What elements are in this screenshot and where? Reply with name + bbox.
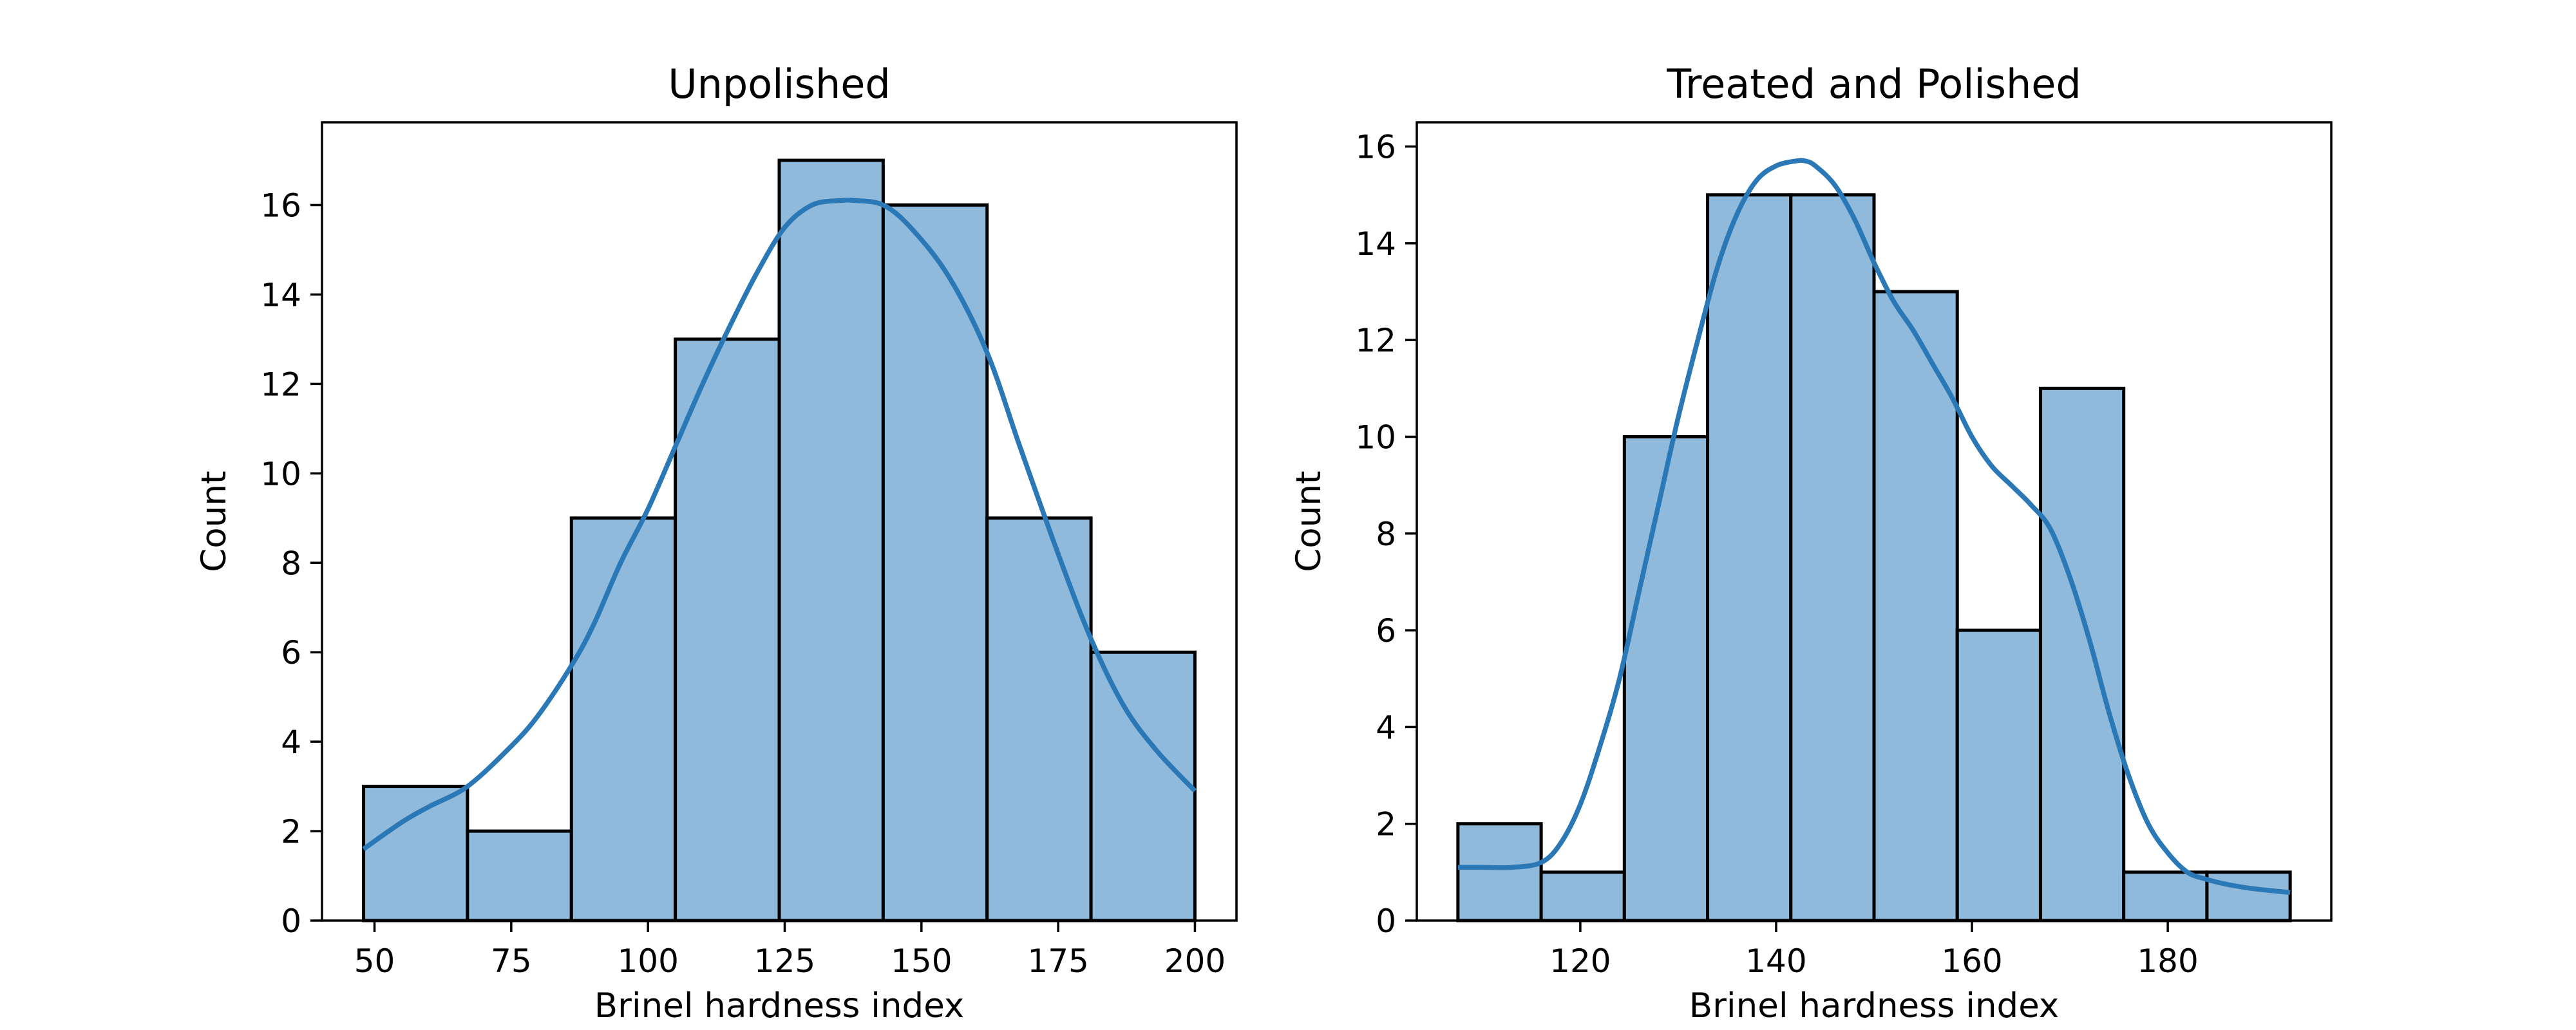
x-tick-label: 120 (1549, 942, 1611, 980)
y-tick-label: 10 (260, 455, 301, 492)
histogram-bar (1539, 870, 1626, 922)
axes-frame (321, 121, 1238, 922)
y-tick-label: 12 (260, 366, 301, 403)
histogram-bar (985, 516, 1093, 922)
histogram-bar (1955, 628, 2042, 922)
x-tick-label: 140 (1745, 942, 1806, 980)
kde-line (1457, 158, 2291, 895)
histogram-bar (1872, 290, 1959, 922)
histogram-bar (881, 203, 989, 922)
y-axis-label: Count (1289, 471, 1329, 572)
histogram-bar (777, 158, 885, 922)
histogram-bar (569, 516, 677, 922)
y-tick-label: 4 (281, 724, 301, 761)
y-tick-label: 2 (1376, 806, 1396, 843)
histogram-bar (1622, 435, 1710, 922)
y-tick-label: 2 (281, 813, 301, 850)
y-tick-label: 4 (1376, 709, 1396, 746)
x-tick-label: 100 (617, 942, 678, 980)
y-tick-label: 0 (281, 903, 301, 940)
x-axis-label: Brinel hardness index (1689, 986, 2060, 1025)
histogram-treated-and-polished: Treated and Polished Brinel hardness ind… (1289, 61, 2333, 1025)
histogram-bar (2122, 870, 2209, 922)
histogram-bar (2205, 870, 2292, 922)
x-tick-label: 180 (2137, 942, 2198, 980)
histogram-bar (362, 785, 469, 922)
kde-line (362, 197, 1197, 851)
histogram-bar (466, 829, 573, 922)
x-axis-label: Brinel hardness index (594, 986, 965, 1025)
histogram-bar (674, 337, 781, 922)
histogram-unpolished: Unpolished Brinel hardness index Count 5… (194, 61, 1238, 1025)
y-tick-label: 8 (281, 545, 301, 582)
histogram-bar (1789, 193, 1876, 922)
x-tick-label: 50 (354, 942, 395, 980)
axes-frame (1416, 121, 2333, 922)
x-tick-label: 75 (491, 942, 532, 980)
y-tick-label: 14 (260, 276, 301, 314)
y-tick-label: 0 (1376, 903, 1396, 940)
histogram-bar (1706, 193, 1793, 922)
y-tick-label: 14 (1355, 225, 1396, 263)
y-tick-label: 16 (260, 187, 301, 225)
histogram-bar (1456, 822, 1543, 922)
x-tick-label: 175 (1027, 942, 1088, 980)
x-tick-label: 150 (891, 942, 952, 980)
x-tick-label: 200 (1164, 942, 1226, 980)
y-tick-label: 12 (1355, 322, 1396, 359)
x-tick-label: 125 (754, 942, 815, 980)
y-tick-label: 6 (281, 634, 301, 671)
y-tick-label: 16 (1355, 129, 1396, 166)
y-tick-label: 10 (1355, 418, 1396, 456)
chart-title: Treated and Polished (1666, 61, 2081, 108)
y-tick-label: 6 (1376, 612, 1396, 650)
chart-title: Unpolished (668, 61, 891, 108)
y-axis-label: Count (194, 471, 234, 572)
y-tick-label: 8 (1376, 516, 1396, 553)
histogram-bar (1089, 650, 1197, 922)
x-tick-label: 160 (1941, 942, 2002, 980)
histogram-bar (2038, 386, 2126, 922)
